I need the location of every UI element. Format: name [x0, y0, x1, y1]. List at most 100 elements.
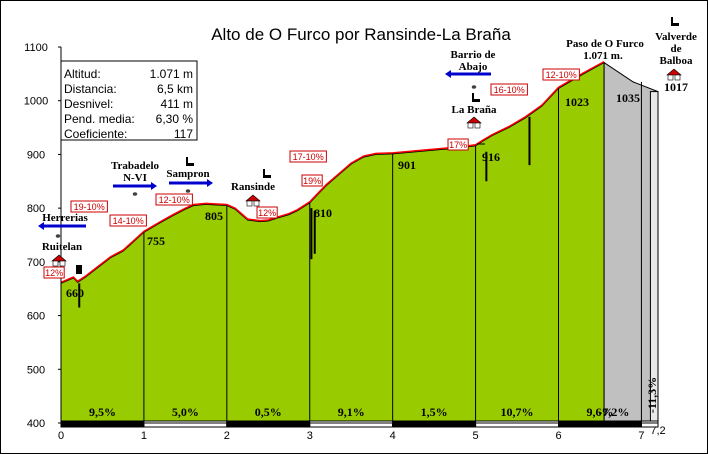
place-name: Sampron [166, 168, 209, 180]
church-nave [671, 23, 679, 26]
stat-label: Coeficiente: [64, 127, 127, 141]
slope-tag-box [43, 266, 65, 279]
slope-tag-box [542, 68, 580, 81]
slope-tag-box [447, 138, 469, 151]
slope-tag: 12-10% [159, 195, 190, 205]
km-altitude-label: 1023 [565, 95, 589, 109]
house-body [474, 122, 481, 129]
stat-label: Desnivel: [64, 97, 113, 111]
km-altitude-label: 810 [314, 206, 332, 220]
end-place-name: Balboa [659, 55, 693, 67]
church-icon [186, 157, 194, 166]
asterisk-icon: * [471, 83, 477, 95]
house-roof [245, 194, 261, 202]
y-tick-label: 500 [27, 364, 45, 376]
direction-arrow-head [445, 70, 451, 78]
km-altitude-label: 805 [205, 209, 223, 223]
slope-tag-box [490, 83, 528, 96]
start-marker-icon [76, 265, 82, 274]
km-scale-segment [475, 420, 560, 428]
direction-arrow-head [38, 222, 44, 230]
km-altitude-label: 916 [482, 150, 500, 164]
slope-tag-box [256, 206, 278, 219]
church-tower [472, 93, 474, 102]
x-tick-label: 0 [58, 430, 64, 442]
slope-tag: 19% [303, 176, 321, 186]
direction-arrow-head [151, 182, 157, 190]
place-name: Ransinde [231, 181, 275, 193]
church-tower [186, 157, 188, 166]
km-scale-segment [60, 420, 145, 428]
house-body [674, 74, 681, 81]
village-icon [666, 68, 682, 81]
km-altitude-label: 660 [66, 286, 84, 300]
direction-arrow-head [207, 179, 213, 187]
church-icon [472, 93, 480, 102]
house-body [467, 122, 474, 129]
y-tick-label: 900 [27, 149, 45, 161]
place-name: Trabadelo [111, 160, 160, 172]
church-icon [263, 169, 271, 178]
stat-value: 411 m [161, 97, 193, 111]
end-place-altitude: 1017 [664, 80, 688, 94]
house-body [52, 260, 59, 267]
segment-gradient-label: 10,7% [501, 405, 534, 419]
x-tick-label: 6 [555, 430, 561, 442]
x-tick-label: 5 [473, 430, 479, 442]
church-nave [263, 175, 271, 178]
place-name: Herrerias [42, 212, 88, 224]
km-altitude-label: 901 [398, 158, 416, 172]
km-altitude-label: 755 [147, 234, 165, 248]
segment-gradient-label: 9,5% [89, 405, 116, 419]
chart-title: Alto de O Furco por Ransinde-La Braña [211, 25, 511, 44]
km-scale-segment [392, 420, 477, 428]
stats-box [60, 60, 198, 141]
slope-tag: 14-10% [113, 216, 144, 226]
slope-tag: 12% [45, 268, 63, 278]
x-tick-label: 7 [638, 430, 644, 442]
x-tick-label: 4 [390, 430, 396, 442]
church-icon [671, 17, 679, 26]
y-tick-label: 400 [27, 418, 45, 430]
summit-altitude: 1.071 m. [583, 50, 623, 62]
slope-tag: 17-10% [293, 152, 324, 162]
x-tick-label: 2 [224, 430, 230, 442]
km-scale-segment [143, 420, 228, 428]
place-name: Ruitelan [42, 241, 82, 253]
end-place-name: Valverde [655, 31, 697, 43]
place-name: Abajo [459, 61, 488, 73]
stat-value: 117 [174, 127, 193, 141]
segment-gradient-label: 9,6% [586, 405, 613, 419]
stat-label: Pend. media: [64, 112, 135, 126]
slope-tag-box [289, 150, 327, 163]
house-roof [666, 68, 682, 76]
house-roof [51, 254, 67, 262]
y-tick-label: 700 [27, 257, 45, 269]
descent-end-slab [649, 91, 659, 424]
stat-label: Altitud: [64, 67, 101, 81]
stat-value: 1.071 m [150, 67, 193, 81]
road-line [60, 60, 605, 283]
asterisk-icon: * [185, 187, 191, 199]
asterisk-icon: * [132, 190, 138, 202]
village-icon [245, 194, 261, 207]
slope-tag: 12-10% [546, 70, 577, 80]
x-tick-label: 1 [141, 430, 147, 442]
end-place-name: de [671, 43, 682, 55]
segment-gradient-label: -7,2% [598, 405, 629, 419]
village-icon [51, 254, 67, 267]
slope-tag-box [70, 200, 108, 213]
slope-tag: 16-10% [494, 85, 525, 95]
house-body [253, 200, 260, 207]
slope-tag-box [155, 193, 193, 206]
km-altitude-label: 1035 [616, 91, 640, 105]
km-scale-segment [226, 420, 311, 428]
slope-tag: 12% [258, 208, 276, 218]
church-nave [472, 99, 480, 102]
summit-name: Paso de O Furco [566, 38, 644, 50]
stat-label: Distancia: [64, 82, 117, 96]
y-tick-label: 600 [27, 311, 45, 323]
segment-gradient-label: 5,0% [172, 405, 199, 419]
